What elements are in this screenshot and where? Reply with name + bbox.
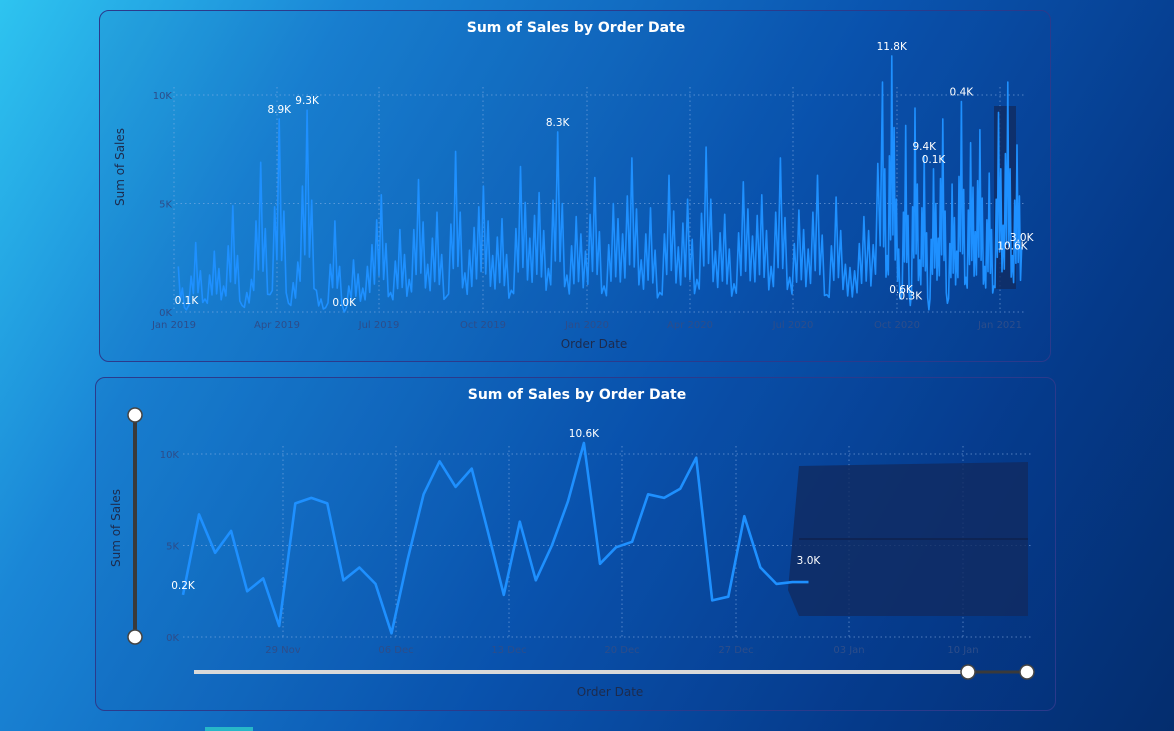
data-label: 0.6K: [889, 284, 914, 296]
data-label: 0.3K: [899, 290, 924, 302]
chart-title: Sum of Sales by Order Date: [468, 387, 687, 403]
chart-panel-full-range: Sum of Sales by Order Date Order Date Su…: [99, 10, 1051, 362]
x-tick-label: Oct 2019: [460, 320, 506, 331]
x-tick-label: 27 Dec: [718, 645, 753, 656]
data-label: 9.4K: [912, 141, 937, 153]
x-zoom-slider-right-handle[interactable]: [1019, 664, 1035, 680]
y-tick-label: 0K: [166, 633, 179, 644]
data-label: 3.0K: [797, 555, 822, 567]
y-tick-label: 10K: [153, 91, 173, 102]
data-label: 0.1K: [922, 154, 947, 166]
y-axis-title: Sum of Sales: [113, 128, 127, 206]
chart-panel-zoomed-range: Sum of Sales by Order Date Order Date Su…: [95, 377, 1056, 711]
chart-title: Sum of Sales by Order Date: [467, 20, 686, 36]
y-tick-label: 10K: [160, 450, 180, 461]
x-tick-label: Jan 2020: [564, 320, 609, 331]
x-tick-label: 03 Jan: [833, 645, 864, 656]
data-label: 0.1K: [175, 295, 200, 307]
data-label: 10.6K: [569, 428, 600, 440]
x-tick-label: 29 Nov: [265, 645, 301, 656]
data-label: 0.0K: [332, 297, 357, 309]
x-axis-title: Order Date: [577, 685, 644, 699]
x-tick-label: Apr 2020: [667, 320, 713, 331]
x-tick-label: 13 Dec: [491, 645, 526, 656]
data-label: 3.0K: [1010, 232, 1035, 244]
y-axis-title: Sum of Sales: [109, 489, 123, 567]
x-tick-label: Jan 2021: [977, 320, 1022, 331]
y-tick-label: 5K: [159, 200, 172, 211]
sales-line-chart-zoomed: Sum of Sales by Order Date Order Date Su…: [109, 387, 1035, 699]
data-label: 0.2K: [171, 580, 196, 592]
x-tick-label: 20 Dec: [604, 645, 639, 656]
y-zoom-slider-bottom-handle[interactable]: [127, 629, 143, 645]
data-label: 11.8K: [877, 41, 908, 53]
sales-series-line: [177, 55, 1023, 313]
y-zoom-slider-top-handle[interactable]: [127, 407, 143, 423]
sales-series-line: [181, 441, 809, 635]
x-tick-label: Oct 2020: [874, 320, 920, 331]
x-tick-label: 06 Dec: [378, 645, 413, 656]
y-tick-label: 0K: [159, 308, 172, 319]
x-axis-title: Order Date: [561, 337, 628, 351]
x-tick-label: Jan 2019: [151, 320, 196, 331]
y-tick-label: 5K: [166, 542, 179, 553]
data-label: 8.9K: [267, 104, 292, 116]
x-tick-label: 10 Jan: [947, 645, 978, 656]
data-label: 9.3K: [295, 95, 320, 107]
sales-line-chart-full: Sum of Sales by Order Date Order Date Su…: [113, 20, 1035, 351]
x-tick-label: Jul 2020: [772, 320, 814, 331]
data-label: 8.3K: [546, 117, 571, 129]
x-tick-label: Jul 2019: [358, 320, 400, 331]
data-label: 0.4K: [950, 87, 975, 99]
x-tick-label: Apr 2019: [254, 320, 300, 331]
page-tab-indicator[interactable]: [205, 727, 253, 731]
x-zoom-slider-left-handle[interactable]: [960, 664, 976, 680]
data-label: 10.6K: [997, 241, 1028, 253]
